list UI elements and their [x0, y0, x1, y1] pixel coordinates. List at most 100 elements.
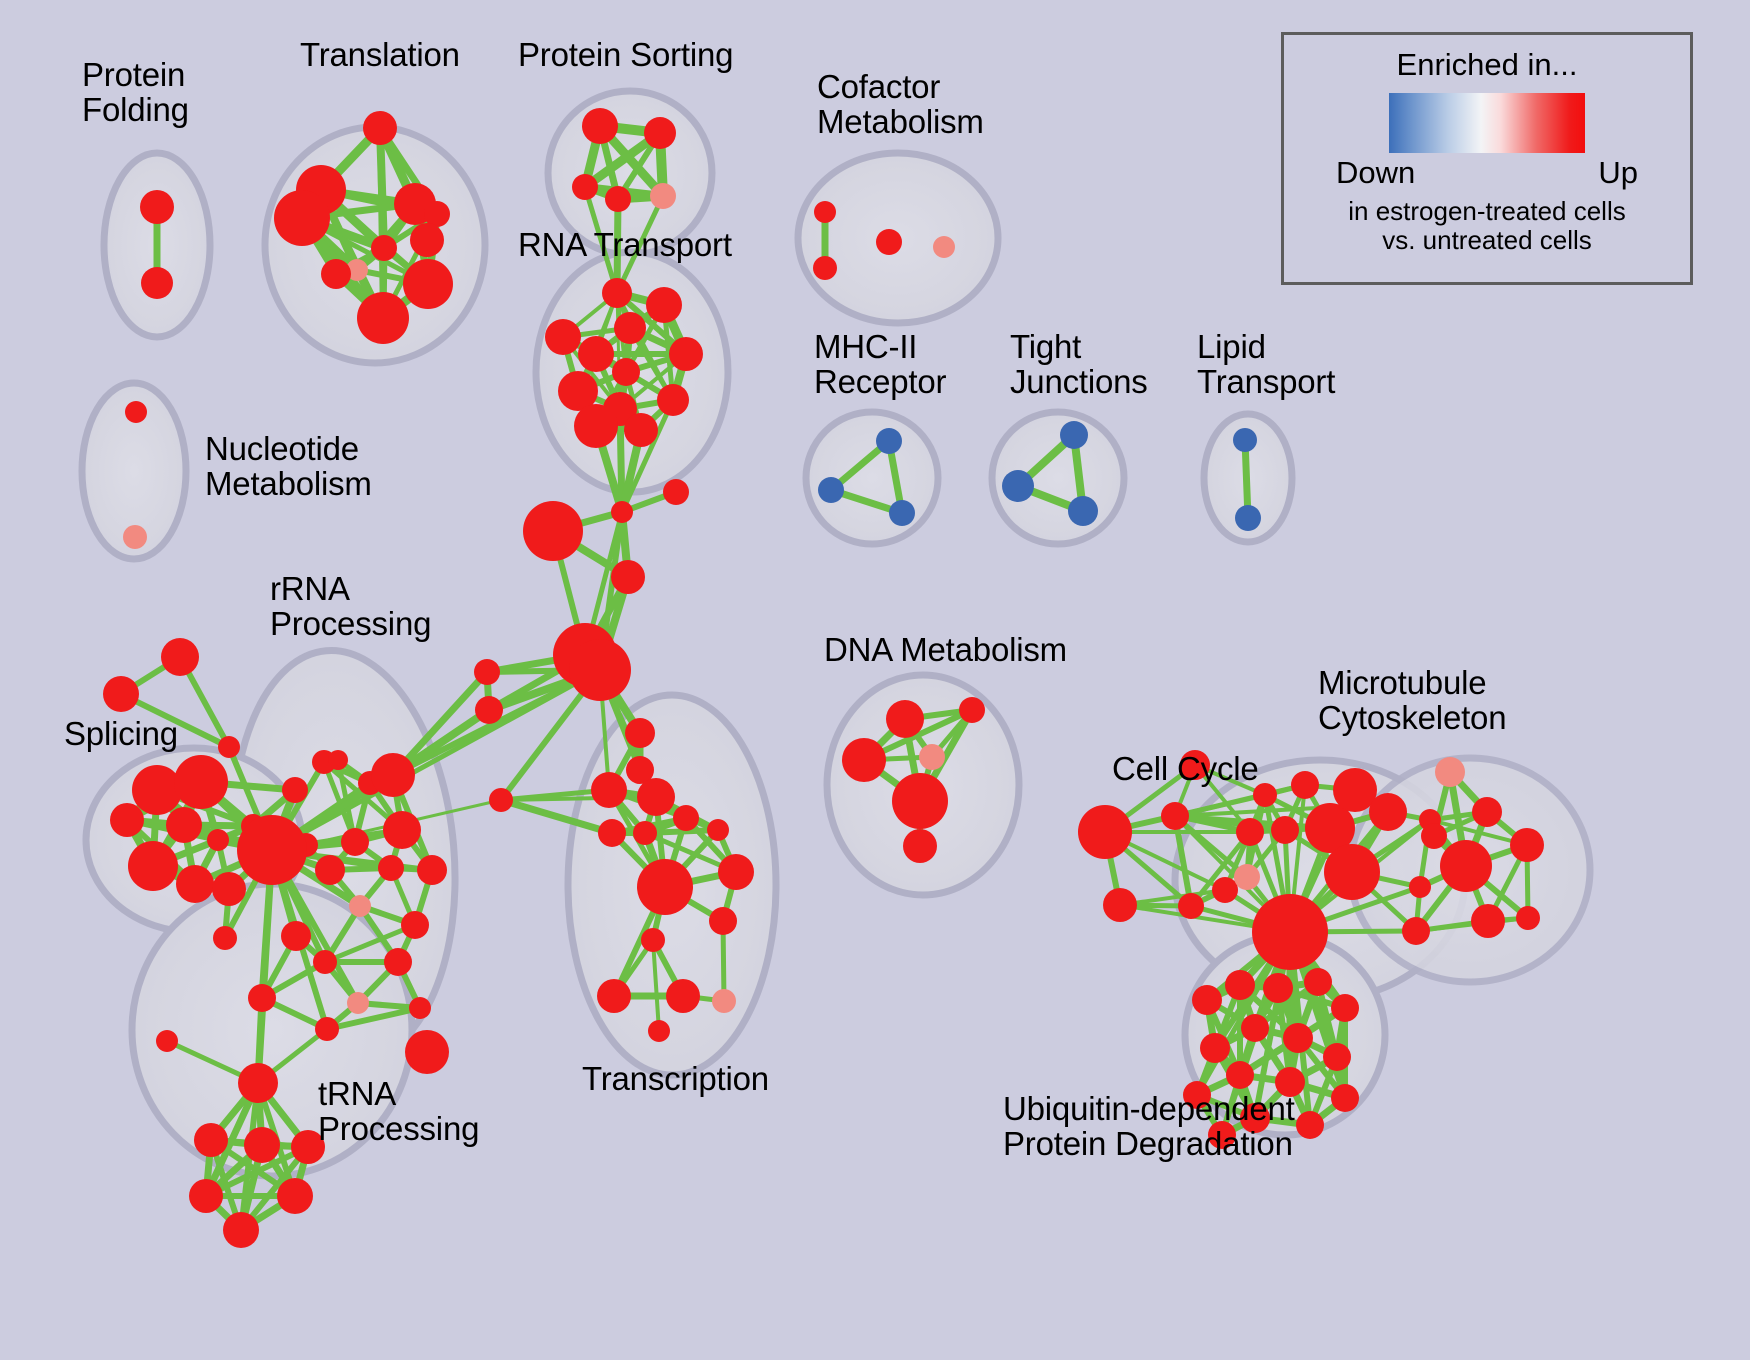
node[interactable] — [384, 948, 412, 976]
node[interactable] — [371, 235, 397, 261]
node[interactable] — [321, 259, 351, 289]
node[interactable] — [1253, 783, 1277, 807]
node[interactable] — [341, 828, 369, 856]
node[interactable] — [813, 256, 837, 280]
node[interactable] — [1178, 893, 1204, 919]
node[interactable] — [123, 525, 147, 549]
node[interactable] — [903, 829, 937, 863]
node[interactable] — [919, 744, 945, 770]
node[interactable] — [612, 358, 640, 386]
node[interactable] — [1323, 1043, 1351, 1071]
node[interactable] — [1226, 1061, 1254, 1089]
node[interactable] — [669, 337, 703, 371]
node[interactable] — [383, 811, 421, 849]
node[interactable] — [1331, 994, 1359, 1022]
node[interactable] — [223, 1212, 259, 1248]
node[interactable] — [1212, 877, 1238, 903]
node[interactable] — [1472, 797, 1502, 827]
node[interactable] — [633, 821, 657, 845]
node[interactable] — [876, 428, 902, 454]
node[interactable] — [401, 911, 429, 939]
node[interactable] — [1234, 864, 1260, 890]
node[interactable] — [1236, 818, 1264, 846]
node[interactable] — [207, 829, 229, 851]
node[interactable] — [648, 1020, 670, 1042]
node[interactable] — [474, 659, 500, 685]
node[interactable] — [125, 401, 147, 423]
node[interactable] — [244, 1127, 280, 1163]
node[interactable] — [1471, 904, 1505, 938]
node[interactable] — [313, 950, 337, 974]
node[interactable] — [1304, 968, 1332, 996]
node[interactable] — [611, 560, 645, 594]
node[interactable] — [598, 819, 626, 847]
node[interactable] — [602, 278, 632, 308]
node[interactable] — [1331, 1084, 1359, 1112]
node[interactable] — [572, 174, 598, 200]
node[interactable] — [403, 259, 453, 309]
node[interactable] — [1409, 876, 1431, 898]
node[interactable] — [238, 1063, 278, 1103]
node[interactable] — [1002, 470, 1034, 502]
node[interactable] — [842, 738, 886, 782]
node[interactable] — [709, 907, 737, 935]
node[interactable] — [597, 979, 631, 1013]
node[interactable] — [933, 236, 955, 258]
node[interactable] — [663, 479, 689, 505]
node[interactable] — [1225, 970, 1255, 1000]
node[interactable] — [637, 859, 693, 915]
node[interactable] — [626, 756, 654, 784]
node[interactable] — [582, 108, 618, 144]
node[interactable] — [349, 895, 371, 917]
node[interactable] — [1263, 973, 1293, 1003]
node[interactable] — [1516, 906, 1540, 930]
node[interactable] — [237, 815, 307, 885]
node[interactable] — [176, 865, 214, 903]
node[interactable] — [1180, 750, 1210, 780]
node[interactable] — [1402, 917, 1430, 945]
node[interactable] — [605, 186, 631, 212]
node[interactable] — [886, 700, 924, 738]
node[interactable] — [646, 287, 682, 323]
node[interactable] — [132, 765, 182, 815]
node[interactable] — [1440, 840, 1492, 892]
node[interactable] — [405, 1030, 449, 1074]
node[interactable] — [1333, 768, 1377, 812]
node[interactable] — [574, 404, 618, 448]
node[interactable] — [213, 926, 237, 950]
node[interactable] — [959, 697, 985, 723]
node[interactable] — [291, 1130, 325, 1164]
node[interactable] — [110, 803, 144, 837]
node[interactable] — [892, 773, 948, 829]
node[interactable] — [212, 872, 246, 906]
node[interactable] — [140, 190, 174, 224]
node[interactable] — [876, 229, 902, 255]
node[interactable] — [1421, 823, 1447, 849]
node[interactable] — [545, 319, 581, 355]
node[interactable] — [141, 267, 173, 299]
node[interactable] — [591, 772, 627, 808]
node[interactable] — [707, 819, 729, 841]
node[interactable] — [409, 997, 431, 1019]
node[interactable] — [1078, 805, 1132, 859]
node[interactable] — [1183, 1081, 1211, 1109]
node[interactable] — [1192, 985, 1222, 1015]
node[interactable] — [1252, 894, 1328, 970]
node[interactable] — [346, 259, 368, 281]
node[interactable] — [347, 992, 369, 1014]
node[interactable] — [417, 855, 447, 885]
node[interactable] — [1241, 1014, 1269, 1042]
node[interactable] — [248, 984, 276, 1012]
node[interactable] — [1369, 793, 1407, 831]
node[interactable] — [103, 676, 139, 712]
node[interactable] — [378, 855, 404, 881]
node[interactable] — [218, 736, 240, 758]
node[interactable] — [718, 854, 754, 890]
node[interactable] — [371, 753, 415, 797]
node[interactable] — [673, 805, 699, 831]
node[interactable] — [641, 928, 665, 952]
node[interactable] — [1275, 1067, 1305, 1097]
node[interactable] — [161, 638, 199, 676]
node[interactable] — [424, 201, 450, 227]
node[interactable] — [889, 500, 915, 526]
